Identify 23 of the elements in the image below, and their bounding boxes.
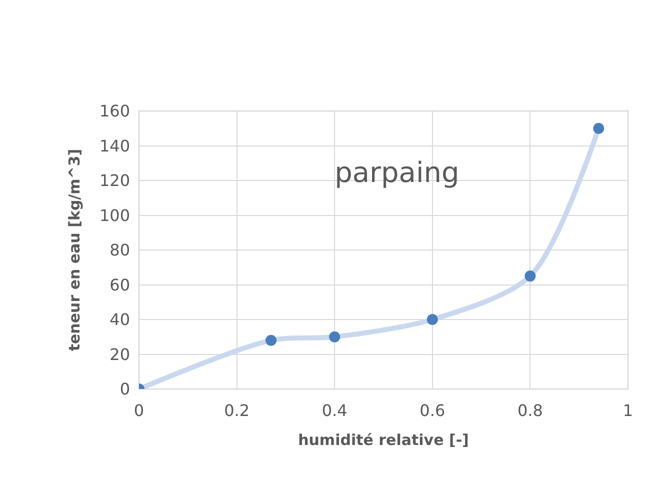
point: [266, 334, 277, 346]
x-tick-label: 0.2: [224, 401, 250, 420]
x-tick-label: 0.6: [420, 401, 446, 420]
text: parpaing: [334, 156, 460, 189]
y-tick-label: 140: [99, 136, 130, 156]
y-tick-label: 0: [120, 380, 130, 399]
y-tick-label: 40: [110, 310, 130, 330]
y-tick-label: 100: [99, 206, 130, 225]
x-tick-label: 0.4: [322, 401, 348, 420]
y-tick-label: 20: [110, 344, 130, 364]
y-tick-label: 160: [99, 102, 130, 121]
point: [329, 331, 340, 342]
x-axis-title: humidité relative [-]: [298, 431, 469, 449]
point: [524, 270, 536, 282]
y-tick-label: 120: [99, 171, 130, 190]
x-tick-label: 1: [622, 401, 634, 420]
y-axis-title: teneur en eau [kg/m^3]: [66, 148, 84, 352]
x-tick-label: 0: [134, 401, 144, 420]
point: [593, 122, 604, 134]
y-tick-label: 60: [110, 275, 130, 294]
point: [426, 314, 438, 325]
x-tick-label: 0.8: [517, 401, 543, 420]
y-tick-label: 80: [110, 240, 130, 260]
